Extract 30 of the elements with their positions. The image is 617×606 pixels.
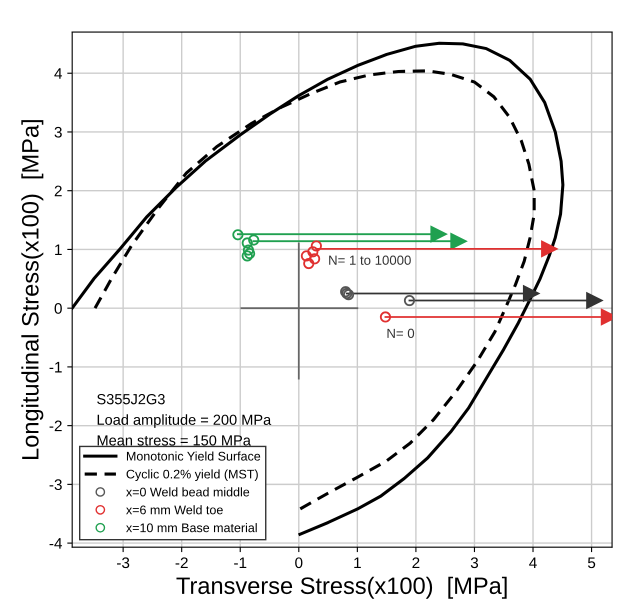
legend-label: x=10 mm Base material (126, 523, 257, 532)
x-tick-label: -1 (234, 558, 246, 568)
y-tick-label: 3 (54, 126, 62, 138)
x-tick-label: 1 (354, 558, 361, 568)
annotation: Mean stress = 150 MPa (98, 435, 251, 446)
annotation: N= 0 (387, 328, 414, 338)
legend-label: Monotonic Yield Surface (126, 451, 260, 461)
x-tick-label: 0 (295, 557, 302, 568)
legend-label: x=0 Weld bead middle (126, 487, 250, 496)
y-tick-label: 2 (54, 186, 62, 196)
y-tick-label: 0 (54, 303, 62, 314)
legend-label: Cyclic 0.2% yield (MST) (126, 469, 258, 482)
legend-label: x=6 mm Weld toe (126, 505, 223, 514)
annotation: N= 1 to 10000 (329, 256, 411, 265)
x-tick-label: -3 (117, 557, 130, 568)
y-tick-label: 4 (54, 68, 62, 79)
x-axis-title: Transverse Stress(x100) [MPa] (176, 576, 507, 599)
x-tick-label: 5 (588, 558, 596, 568)
y-tick-label: -4 (50, 538, 62, 549)
x-tick-label: 3 (470, 557, 478, 568)
x-tick-label: -2 (176, 557, 188, 568)
annotation: S355J2G3 (97, 394, 165, 404)
annotation: Load amplitude = 200 MPa (98, 414, 272, 428)
y-axis-title: Longitudinal Stress(x100) [MPa] (21, 120, 44, 459)
y-tick-label: -1 (50, 362, 62, 372)
x-tick-label: 2 (412, 557, 420, 568)
y-tick-label: -2 (50, 420, 62, 432)
x-tick-label: 4 (529, 558, 537, 568)
y-tick-label: 1 (55, 244, 62, 255)
y-tick-label: -3 (50, 479, 62, 490)
